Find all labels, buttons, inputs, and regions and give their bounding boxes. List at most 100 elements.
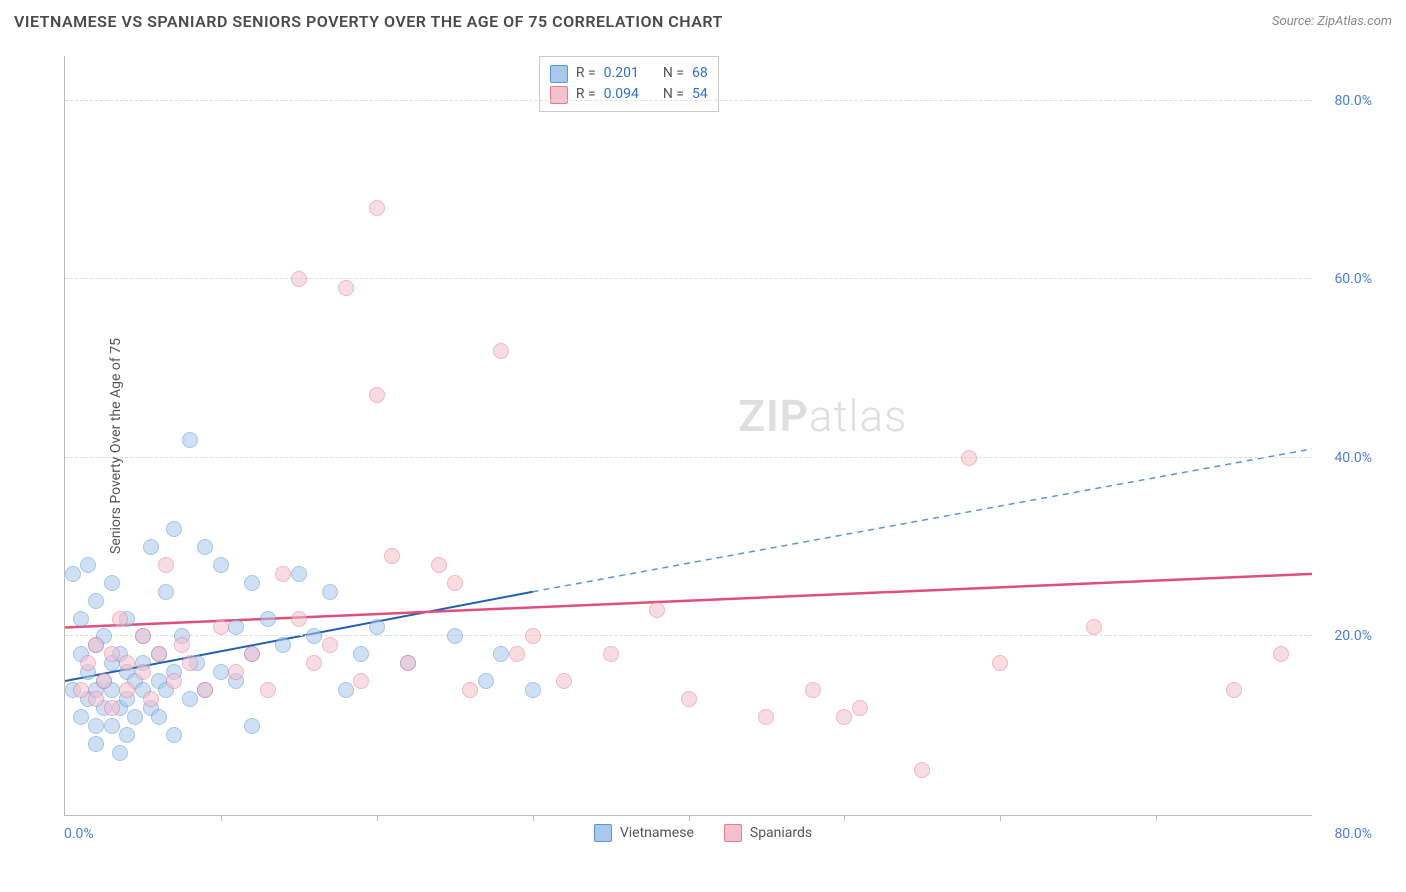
- data-point: [182, 655, 198, 671]
- data-point: [104, 700, 120, 716]
- legend-swatch: [594, 824, 612, 842]
- data-point: [244, 646, 260, 662]
- data-point: [197, 682, 213, 698]
- n-value: 54: [692, 84, 708, 105]
- data-point: [275, 566, 291, 582]
- data-point: [80, 557, 96, 573]
- data-point: [681, 691, 697, 707]
- data-point: [836, 709, 852, 725]
- data-point: [1086, 619, 1102, 635]
- series-legend-item: Spaniards: [724, 824, 812, 842]
- data-point: [166, 727, 182, 743]
- data-point: [447, 575, 463, 591]
- series-legend: Vietnamese Spaniards: [14, 824, 1392, 842]
- data-point: [73, 682, 89, 698]
- data-point: [291, 566, 307, 582]
- x-tick: [377, 815, 378, 821]
- data-point: [493, 343, 509, 359]
- data-point: [127, 709, 143, 725]
- correlation-legend: R =0.201N =68R =0.094N =54: [539, 56, 719, 112]
- corr-legend-row: R =0.094N =54: [550, 84, 708, 105]
- data-point: [649, 602, 665, 618]
- data-point: [338, 682, 354, 698]
- data-point: [447, 628, 463, 644]
- y-tick-label: 80.0%: [1334, 93, 1372, 109]
- chart-title: VIETNAMESE VS SPANIARD SENIORS POVERTY O…: [14, 12, 723, 31]
- series-legend-item: Vietnamese: [594, 824, 694, 842]
- data-point: [166, 673, 182, 689]
- data-point: [431, 557, 447, 573]
- data-point: [758, 709, 774, 725]
- data-point: [182, 432, 198, 448]
- data-point: [493, 646, 509, 662]
- data-point: [306, 628, 322, 644]
- x-tick: [221, 815, 222, 821]
- data-point: [112, 611, 128, 627]
- data-point: [197, 539, 213, 555]
- data-point: [213, 664, 229, 680]
- data-point: [104, 646, 120, 662]
- gridline-h: [65, 278, 1312, 279]
- data-point: [369, 387, 385, 403]
- data-point: [244, 575, 260, 591]
- legend-swatch: [724, 824, 742, 842]
- gridline-h: [65, 457, 1312, 458]
- data-point: [143, 691, 159, 707]
- series-label: Vietnamese: [620, 825, 694, 841]
- data-point: [462, 682, 478, 698]
- data-point: [275, 637, 291, 653]
- data-point: [88, 691, 104, 707]
- x-tick: [1156, 815, 1157, 821]
- data-point: [852, 700, 868, 716]
- data-point: [914, 762, 930, 778]
- data-point: [322, 637, 338, 653]
- x-tick: [533, 815, 534, 821]
- data-point: [135, 664, 151, 680]
- data-point: [400, 655, 416, 671]
- source-attribution: Source: ZipAtlas.com: [1272, 14, 1392, 29]
- r-label: R =: [576, 84, 596, 105]
- data-point: [104, 575, 120, 591]
- data-point: [369, 619, 385, 635]
- data-point: [478, 673, 494, 689]
- data-point: [213, 557, 229, 573]
- x-tick: [844, 815, 845, 821]
- data-point: [158, 557, 174, 573]
- data-point: [244, 718, 260, 734]
- legend-swatch: [550, 86, 568, 104]
- data-point: [213, 619, 229, 635]
- data-point: [151, 709, 167, 725]
- data-point: [151, 646, 167, 662]
- data-point: [119, 727, 135, 743]
- data-point: [961, 450, 977, 466]
- r-value: 0.201: [604, 63, 639, 84]
- data-point: [353, 673, 369, 689]
- y-tick-label: 60.0%: [1334, 271, 1372, 287]
- data-point: [369, 200, 385, 216]
- data-point: [260, 682, 276, 698]
- data-point: [104, 718, 120, 734]
- data-point: [119, 682, 135, 698]
- data-point: [1226, 682, 1242, 698]
- data-point: [228, 619, 244, 635]
- data-point: [174, 637, 190, 653]
- gridline-h: [65, 100, 1312, 101]
- data-point: [143, 539, 159, 555]
- data-point: [1273, 646, 1289, 662]
- data-point: [112, 745, 128, 761]
- data-point: [805, 682, 821, 698]
- data-point: [556, 673, 572, 689]
- data-point: [291, 271, 307, 287]
- data-point: [96, 673, 112, 689]
- data-point: [73, 709, 89, 725]
- data-point: [88, 637, 104, 653]
- data-point: [88, 593, 104, 609]
- data-point: [135, 628, 151, 644]
- n-value: 68: [692, 63, 708, 84]
- plot-area: ZIPatlas R =0.201N =68R =0.094N =54 20.0…: [64, 56, 1312, 816]
- r-value: 0.094: [604, 84, 639, 105]
- n-label: N =: [663, 63, 684, 84]
- y-tick-label: 40.0%: [1334, 450, 1372, 466]
- data-point: [992, 655, 1008, 671]
- gridline-h: [65, 635, 1312, 636]
